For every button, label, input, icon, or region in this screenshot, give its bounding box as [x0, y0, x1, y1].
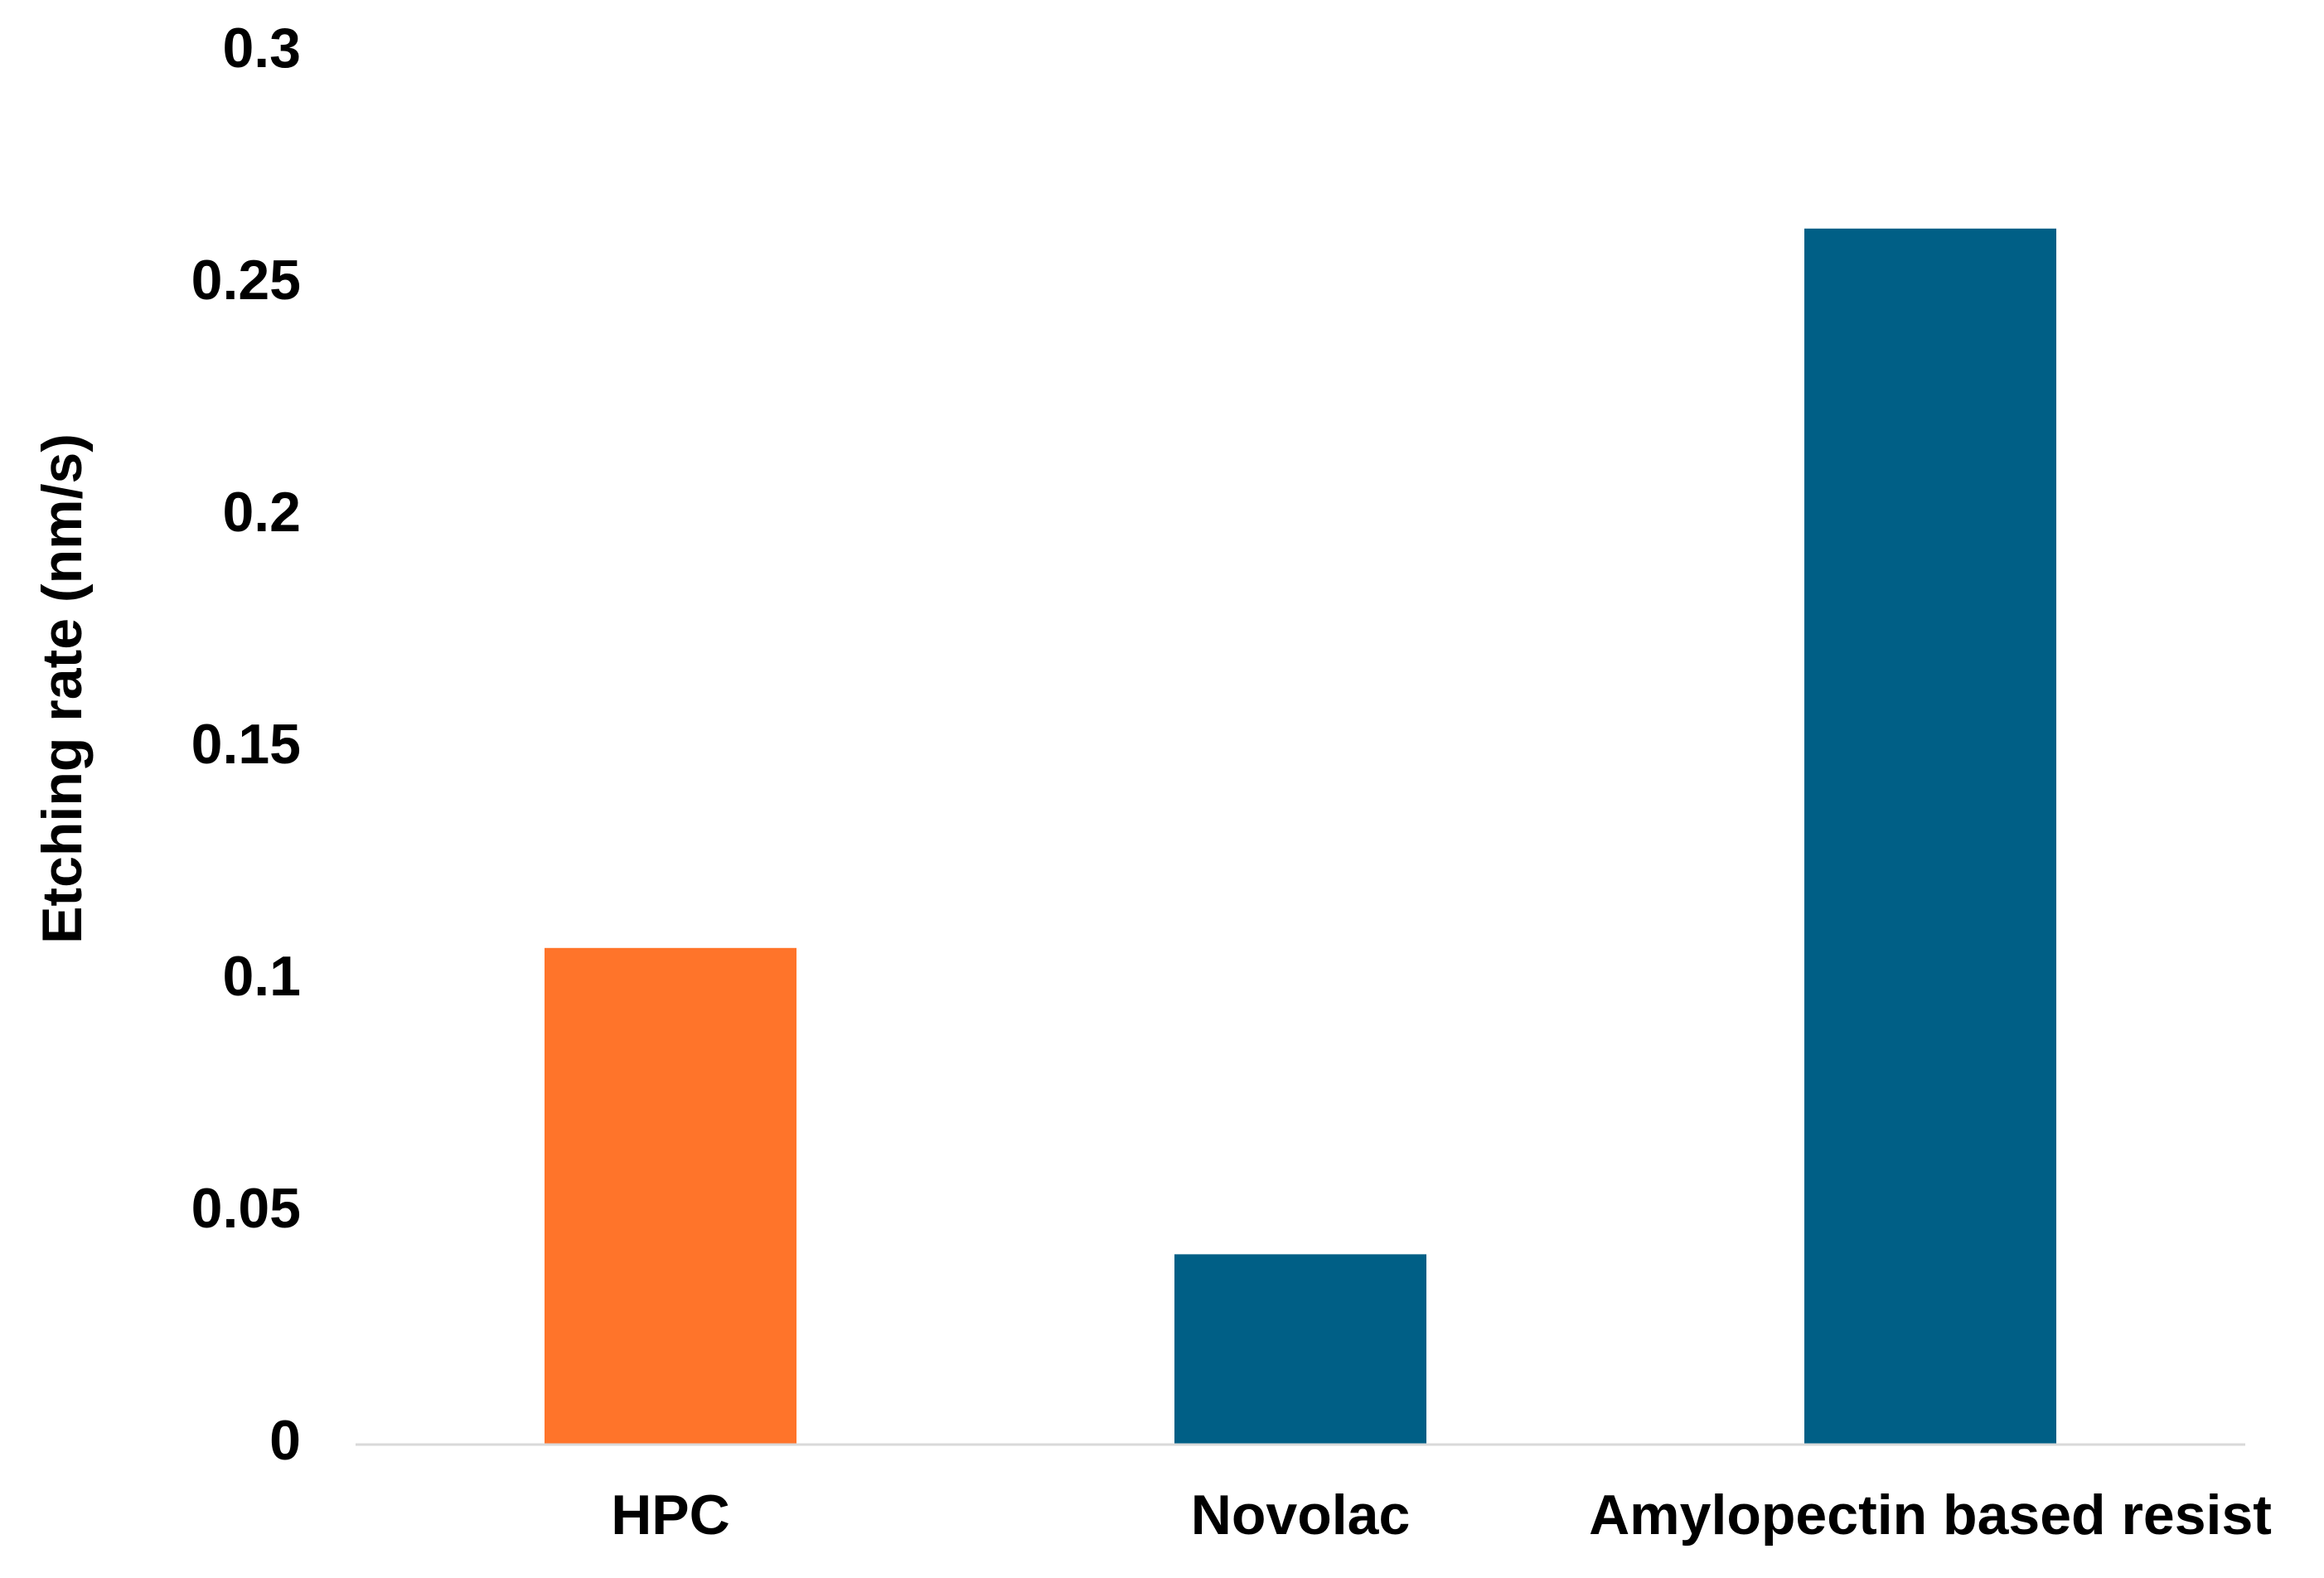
bar [545, 947, 796, 1445]
y-tick-label: 0.1 [222, 945, 301, 1008]
y-tick-label: 0 [269, 1409, 301, 1472]
x-tick-label: Novolac [1191, 1484, 1411, 1547]
y-tick-label: 0.15 [191, 713, 301, 776]
bar [1804, 228, 2056, 1445]
y-tick-label: 0.05 [191, 1177, 301, 1240]
x-tick-label: HPC [611, 1484, 730, 1547]
y-tick-label: 0.2 [222, 481, 301, 544]
y-axis-label: Etching rate (nm/s) [31, 433, 94, 944]
x-tick-label: Amylopectin based resist [1589, 1484, 2272, 1547]
bar [1174, 1254, 1426, 1445]
y-tick-label: 0.3 [222, 17, 301, 80]
y-tick-label: 0.25 [191, 249, 301, 312]
